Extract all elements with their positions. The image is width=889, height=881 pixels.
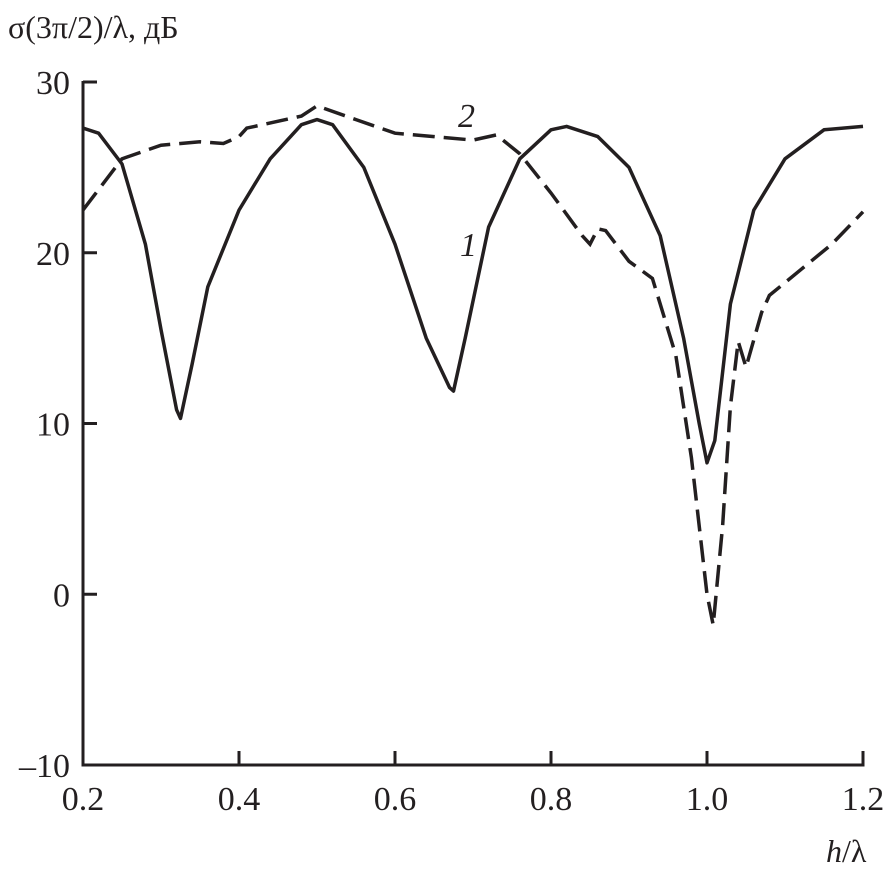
x-tick-label: 0.2 bbox=[62, 781, 105, 818]
y-tick-label: 0 bbox=[53, 577, 70, 614]
x-tick-label: 1.0 bbox=[686, 781, 729, 818]
x-axis-label: h/λ bbox=[826, 833, 867, 869]
x-tick-label: 0.8 bbox=[530, 781, 573, 818]
series-2-line bbox=[81, 103, 865, 626]
y-axis-label: σ(3π/2)/λ, дБ bbox=[8, 9, 179, 45]
y-tick-label: 30 bbox=[36, 65, 70, 102]
series-1-label: 1 bbox=[460, 227, 477, 264]
x-axis-label-rest: /λ bbox=[842, 833, 867, 869]
series-1-line bbox=[82, 117, 864, 465]
y-tick-label: 20 bbox=[36, 236, 70, 273]
x-tick-label: 0.6 bbox=[374, 781, 417, 818]
x-tick-label: 1.2 bbox=[842, 781, 885, 818]
y-tick-label: 10 bbox=[36, 407, 70, 444]
series-2-label: 2 bbox=[458, 98, 475, 135]
x-tick-label: 0.4 bbox=[218, 781, 261, 818]
x-axis-label-italic: h bbox=[826, 833, 842, 869]
y-tick-label: –10 bbox=[18, 748, 70, 785]
